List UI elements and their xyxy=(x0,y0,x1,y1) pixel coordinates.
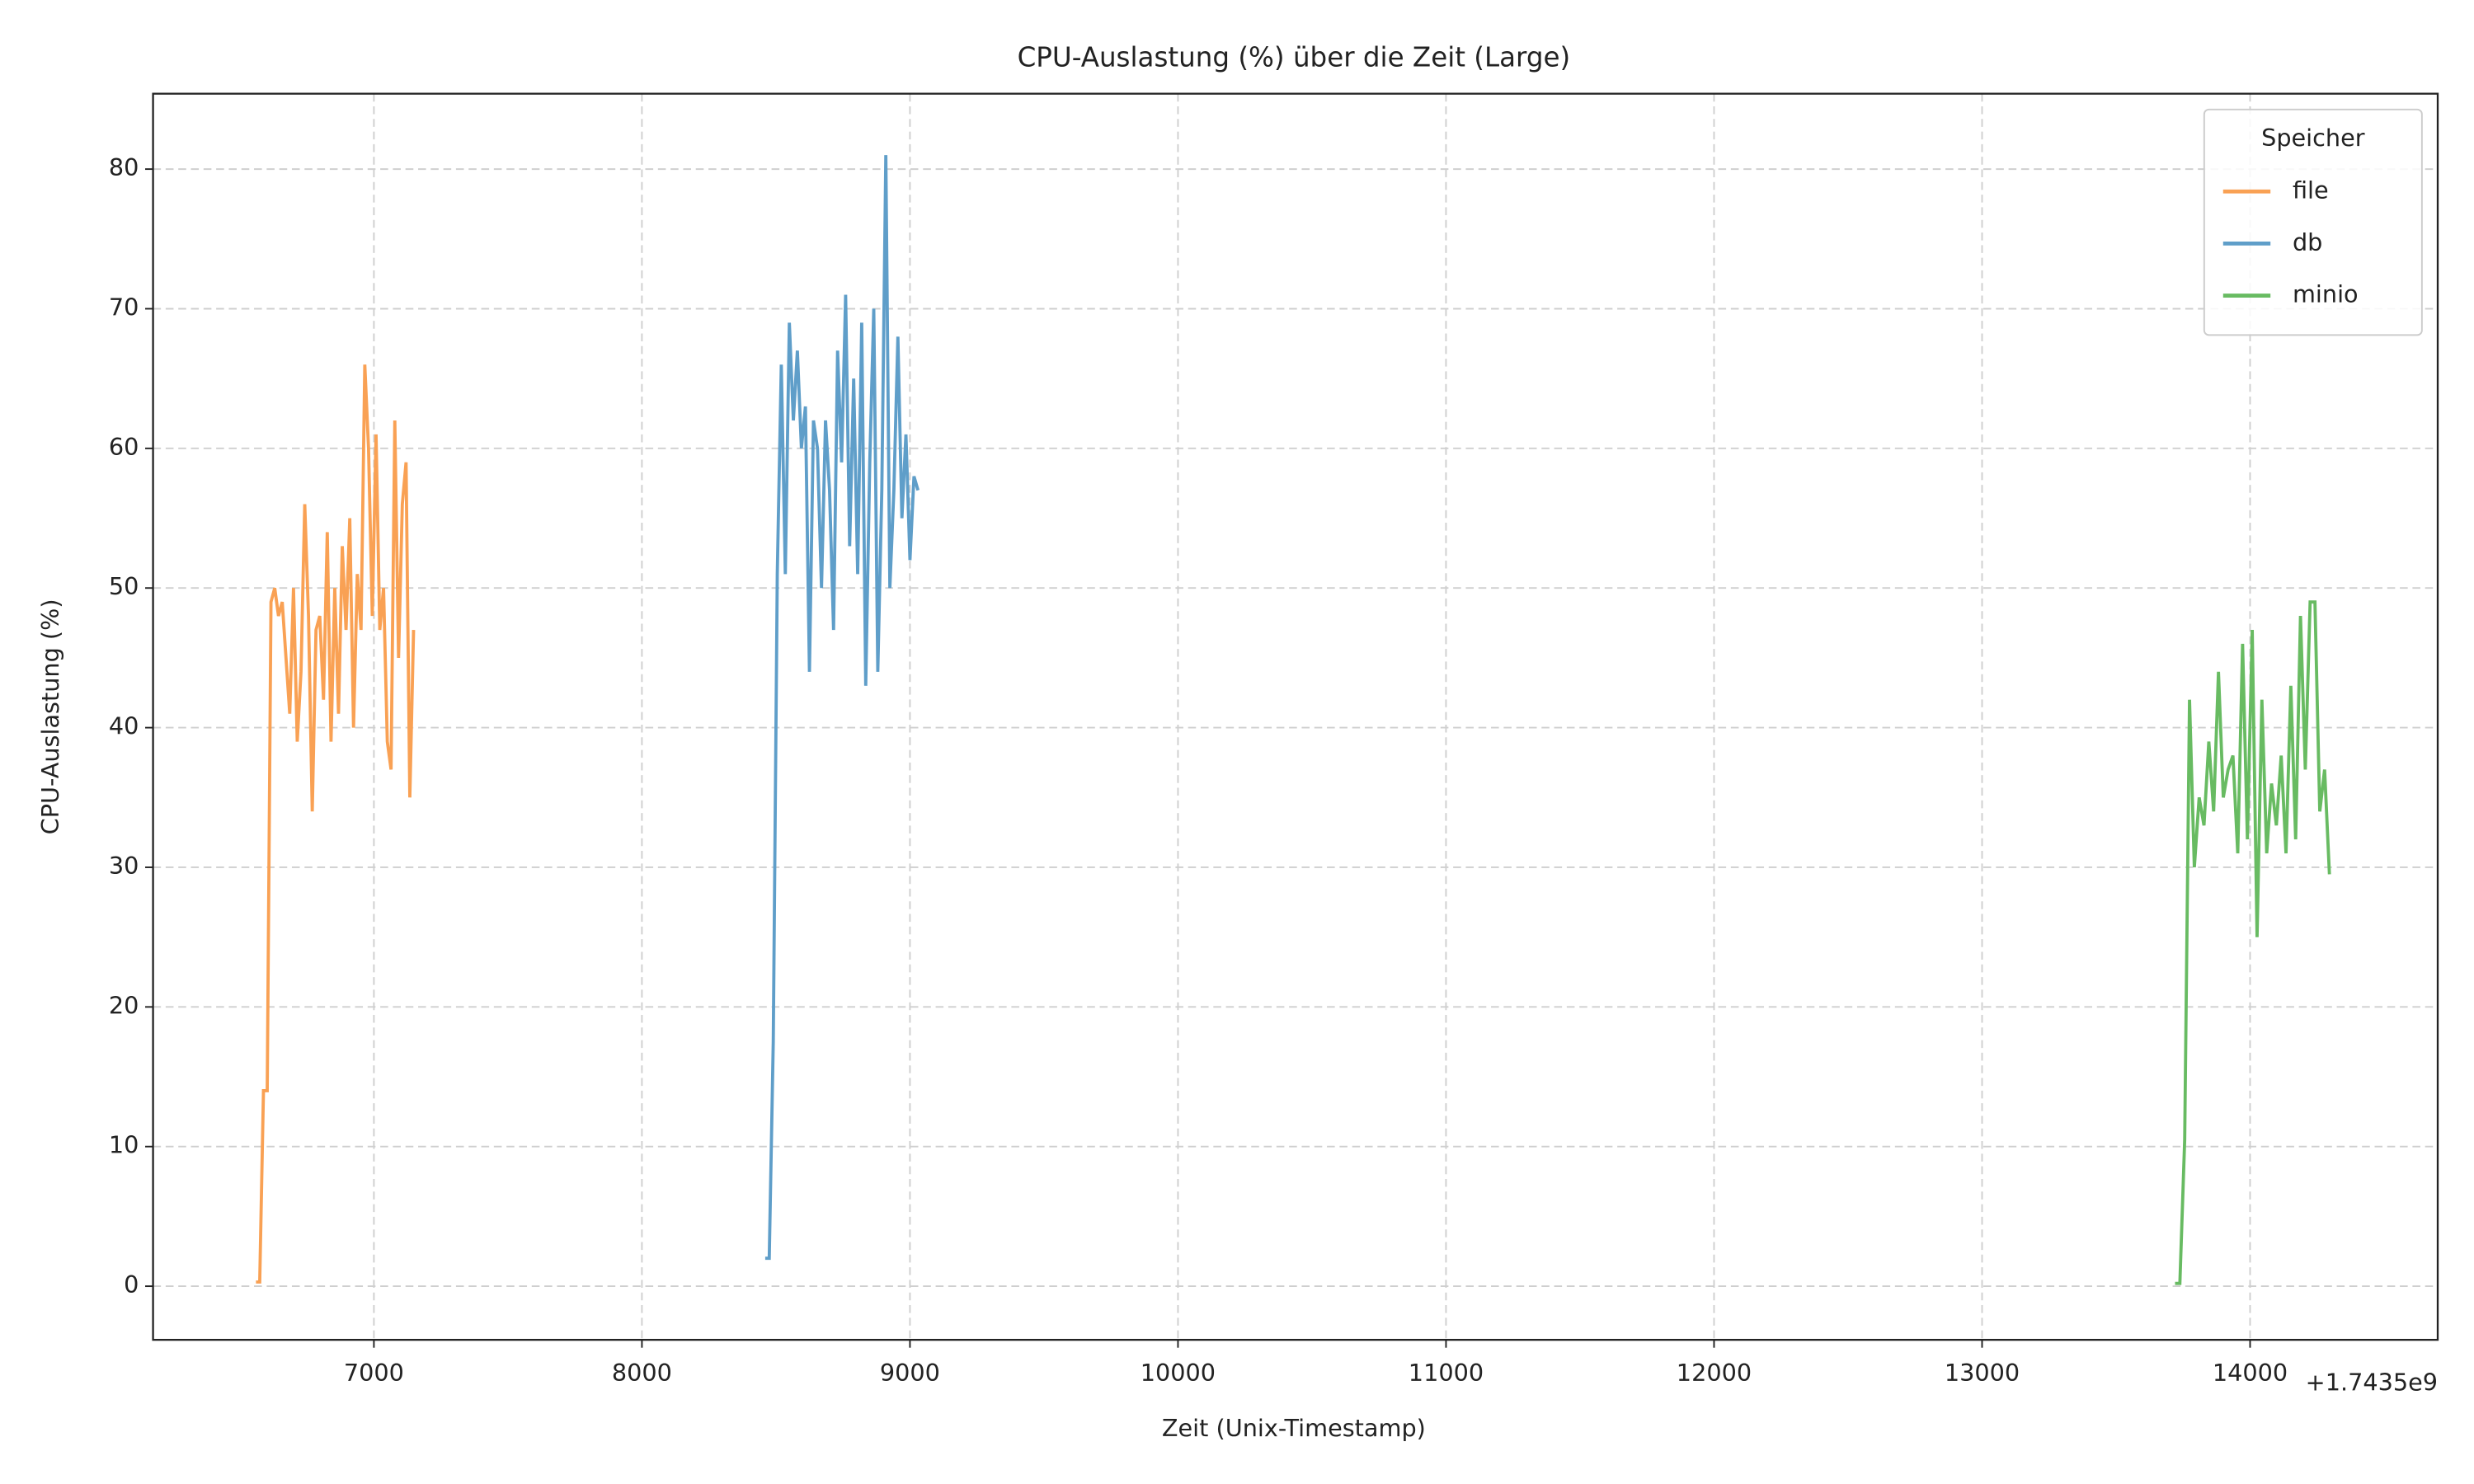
legend: Speicher file db minio xyxy=(2203,108,2423,336)
x-tick-label: 8000 xyxy=(612,1359,672,1387)
data-line xyxy=(2175,600,2331,1285)
legend-label: db xyxy=(2293,228,2322,256)
legend-label: minio xyxy=(2293,280,2359,308)
y-tick-label: 30 xyxy=(109,852,139,880)
y-tick-label: 20 xyxy=(109,991,139,1019)
x-tick-label: 7000 xyxy=(344,1359,404,1387)
y-tick-label: 60 xyxy=(109,433,139,461)
x-tick-label: 10000 xyxy=(1141,1359,1216,1387)
legend-box xyxy=(2203,108,2423,336)
y-tick-label: 50 xyxy=(109,572,139,600)
legend-title: Speicher xyxy=(2261,124,2365,152)
y-tick-label: 10 xyxy=(109,1131,139,1159)
y-tick-label: 0 xyxy=(124,1270,139,1298)
y-axis-label: CPU-Auslastung (%) xyxy=(36,599,64,834)
y-tick-label: 80 xyxy=(109,153,139,181)
y-tick-label: 40 xyxy=(109,712,139,740)
x-tick-label: 11000 xyxy=(1409,1359,1484,1387)
x-offset-label: +1.7435e9 xyxy=(2306,1369,2438,1397)
data-line xyxy=(256,364,416,1284)
y-tick-label: 70 xyxy=(109,293,139,321)
x-tick-label: 13000 xyxy=(1945,1359,2020,1387)
x-tick-label: 12000 xyxy=(1677,1359,1752,1387)
chart-title: CPU-Auslastung (%) über die Zeit (Large) xyxy=(1018,42,1571,73)
data-line xyxy=(764,155,920,1261)
plot-frame xyxy=(152,92,2439,1341)
x-tick-label: 9000 xyxy=(880,1359,940,1387)
x-axis-label: Zeit (Unix-Timestamp) xyxy=(1162,1414,1426,1442)
x-tick-label: 14000 xyxy=(2213,1359,2288,1387)
legend-label: file xyxy=(2293,176,2329,204)
